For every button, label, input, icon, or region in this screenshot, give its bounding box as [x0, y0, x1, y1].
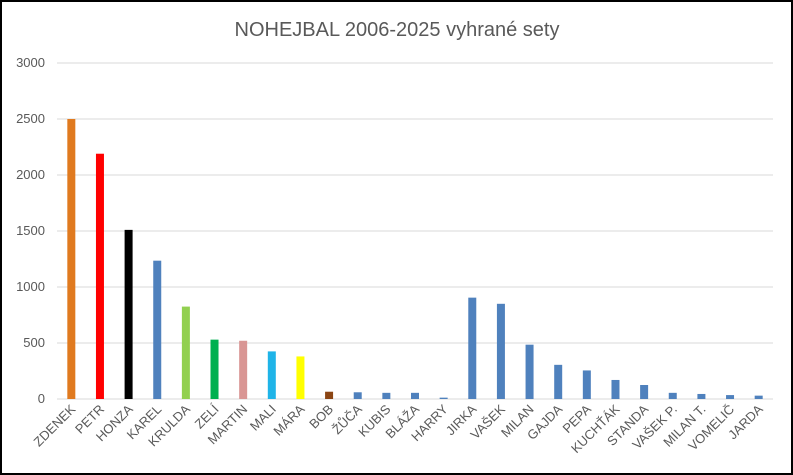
y-tick-label-1: 500 [23, 335, 45, 350]
bar-6 [239, 340, 248, 399]
bar-7 [267, 351, 276, 399]
y-tick-label-6: 3000 [16, 55, 45, 70]
x-axis-ticks: ZDENEKPETRHONZAKARELKRULDAZELÍMARTINMALI… [31, 401, 766, 456]
y-tick-label-3: 1500 [16, 223, 45, 238]
bar-22 [697, 393, 706, 399]
bar-12 [411, 392, 419, 399]
bars [67, 119, 763, 399]
bar-4 [181, 306, 190, 399]
bar-18 [582, 370, 591, 399]
bar-9 [325, 391, 334, 399]
bar-15 [496, 303, 505, 399]
gridlines [57, 62, 773, 400]
bar-19 [611, 379, 620, 399]
y-tick-label-4: 2000 [16, 167, 45, 182]
bar-5 [210, 339, 219, 399]
bar-16 [525, 344, 534, 399]
bar-24 [754, 395, 763, 399]
y-tick-label-0: 0 [38, 391, 45, 406]
bar-11 [382, 392, 391, 399]
x-tick-label-8: MÁRA [270, 401, 307, 438]
bar-21 [668, 392, 677, 399]
y-tick-label-5: 2500 [16, 111, 45, 126]
bar-23 [726, 395, 735, 399]
bar-8 [296, 356, 305, 399]
chart-title: NOHEJBAL 2006-2025 vyhrané sety [235, 19, 560, 41]
bar-20 [640, 385, 649, 399]
bar-10 [353, 392, 362, 399]
bar-17 [554, 364, 563, 399]
bar-0 [67, 119, 76, 399]
bar-13 [439, 397, 448, 399]
y-tick-label-2: 1000 [16, 279, 45, 294]
bar-2 [124, 229, 133, 399]
y-axis-ticks: 0 500 1000 1500 2000 2500 3000 [16, 55, 45, 406]
bar-14 [468, 297, 477, 399]
bar-3 [153, 260, 162, 399]
bar-1 [95, 153, 104, 399]
